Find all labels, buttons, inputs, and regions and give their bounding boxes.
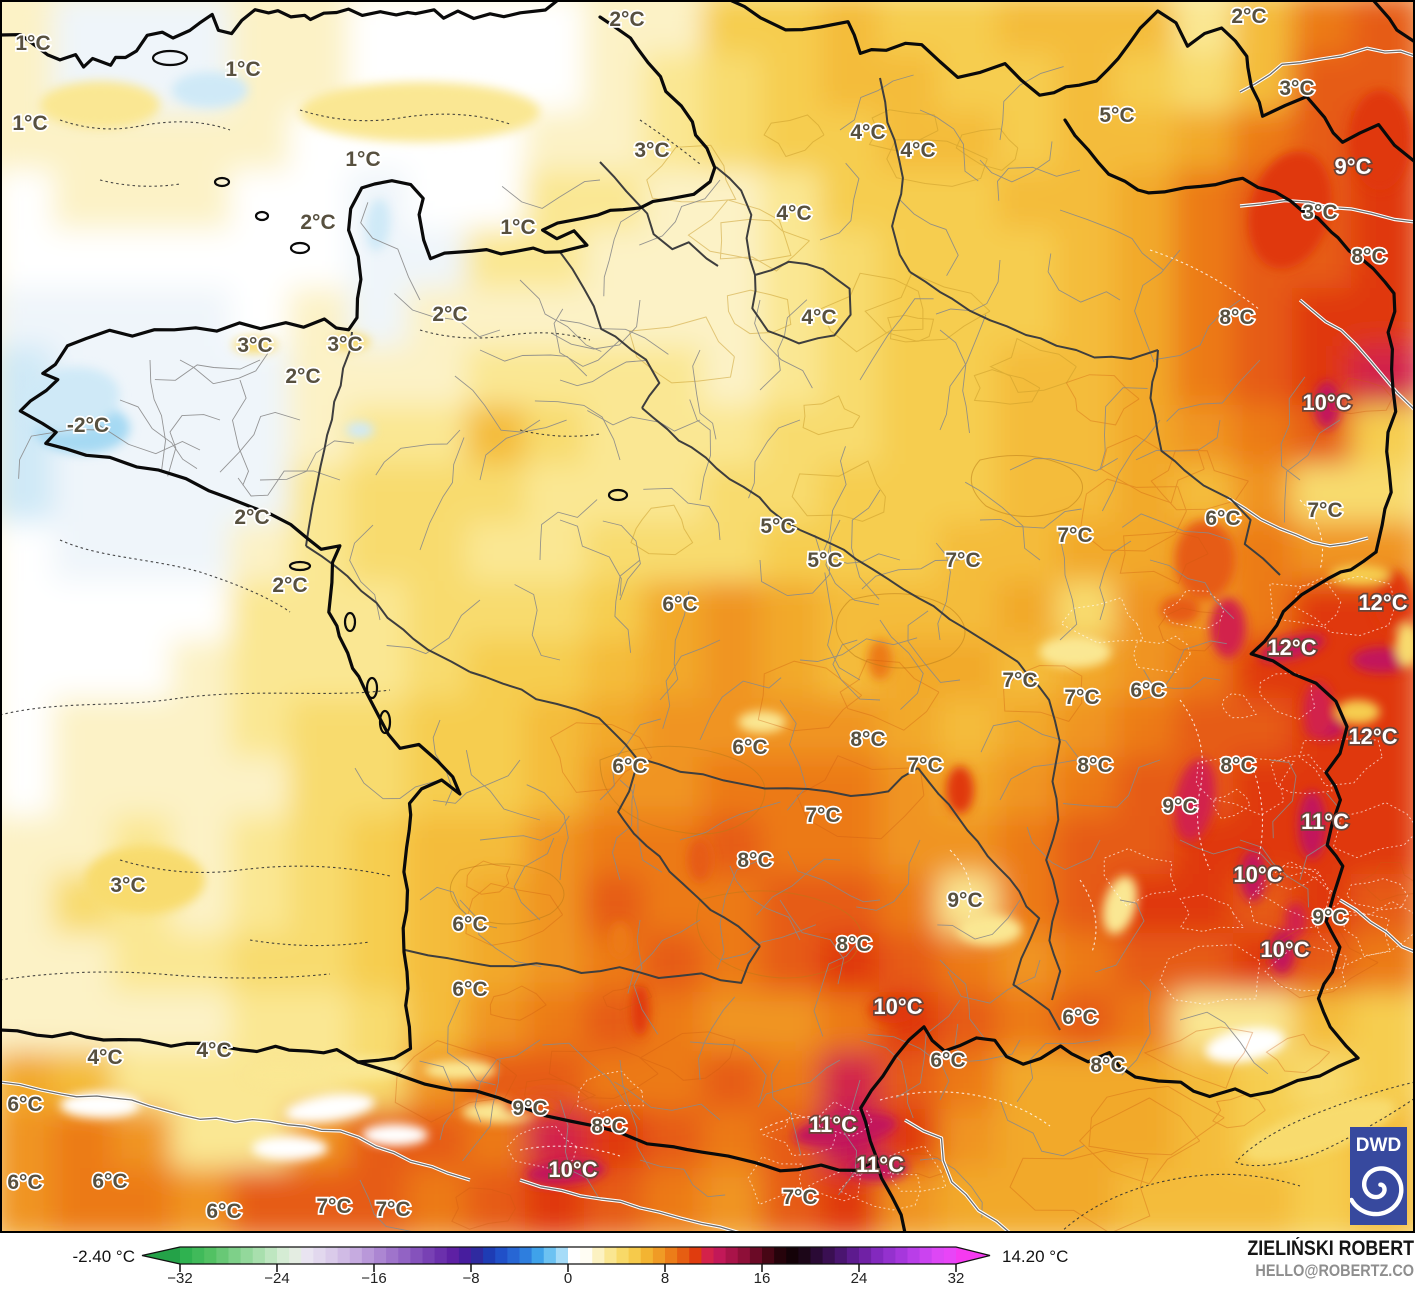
svg-text:8°C: 8°C xyxy=(1220,754,1255,777)
svg-text:8°C: 8°C xyxy=(836,933,871,956)
svg-text:5°C: 5°C xyxy=(807,549,842,572)
svg-text:3°C: 3°C xyxy=(1302,201,1337,224)
svg-text:DWD: DWD xyxy=(1356,1135,1401,1156)
svg-text:10°C: 10°C xyxy=(1260,937,1309,962)
svg-text:8°C: 8°C xyxy=(1077,754,1112,777)
svg-text:4°C: 4°C xyxy=(196,1039,231,1062)
svg-text:3°C: 3°C xyxy=(327,333,362,356)
svg-text:11°C: 11°C xyxy=(1301,809,1349,834)
svg-text:7°C: 7°C xyxy=(1307,499,1342,522)
svg-text:-2°C: -2°C xyxy=(67,414,109,437)
svg-text:3°C: 3°C xyxy=(237,334,272,357)
svg-text:9°C: 9°C xyxy=(1335,154,1372,179)
svg-text:7°C: 7°C xyxy=(945,549,980,572)
svg-text:5°C: 5°C xyxy=(760,515,795,538)
svg-text:7°C: 7°C xyxy=(782,1186,817,1209)
svg-text:-2.40 °C: -2.40 °C xyxy=(72,1247,135,1266)
svg-text:2°C: 2°C xyxy=(234,506,269,529)
svg-text:6°C: 6°C xyxy=(662,593,697,616)
svg-text:10°C: 10°C xyxy=(873,994,922,1019)
svg-text:6°C: 6°C xyxy=(7,1171,42,1194)
svg-text:6°C: 6°C xyxy=(1205,507,1240,530)
svg-text:7°C: 7°C xyxy=(375,1198,410,1221)
svg-text:8: 8 xyxy=(661,1270,669,1287)
svg-text:8°C: 8°C xyxy=(1090,1054,1125,1077)
svg-text:3°C: 3°C xyxy=(1279,77,1314,100)
svg-text:3°C: 3°C xyxy=(634,139,669,162)
svg-text:10°C: 10°C xyxy=(548,1157,597,1182)
svg-text:4°C: 4°C xyxy=(776,202,811,225)
svg-text:6°C: 6°C xyxy=(930,1049,965,1072)
svg-text:1°C: 1°C xyxy=(15,32,50,55)
svg-text:4°C: 4°C xyxy=(850,121,885,144)
svg-text:6°C: 6°C xyxy=(206,1200,241,1223)
svg-text:8°C: 8°C xyxy=(737,849,772,872)
svg-text:9°C: 9°C xyxy=(1162,795,1197,818)
svg-text:8°C: 8°C xyxy=(1219,306,1254,329)
svg-text:7°C: 7°C xyxy=(1064,686,1099,709)
svg-text:7°C: 7°C xyxy=(907,754,942,777)
svg-text:8°C: 8°C xyxy=(1351,245,1386,268)
svg-text:10°C: 10°C xyxy=(1233,862,1282,887)
svg-text:6°C: 6°C xyxy=(92,1170,127,1193)
svg-text:2°C: 2°C xyxy=(300,211,335,234)
svg-text:6°C: 6°C xyxy=(452,978,487,1001)
svg-text:1°C: 1°C xyxy=(500,216,535,239)
svg-text:16: 16 xyxy=(754,1270,771,1287)
svg-text:5°C: 5°C xyxy=(1099,104,1134,127)
svg-text:0: 0 xyxy=(564,1270,572,1287)
svg-text:−8: −8 xyxy=(462,1270,479,1287)
svg-text:2°C: 2°C xyxy=(272,574,307,597)
svg-text:8°C: 8°C xyxy=(850,728,885,751)
svg-text:10°C: 10°C xyxy=(1302,390,1351,415)
svg-text:7°C: 7°C xyxy=(1002,669,1037,692)
svg-text:6°C: 6°C xyxy=(7,1093,42,1116)
svg-text:32: 32 xyxy=(948,1270,965,1287)
svg-text:6°C: 6°C xyxy=(1130,679,1165,702)
svg-text:1°C: 1°C xyxy=(12,112,47,135)
svg-text:2°C: 2°C xyxy=(432,303,467,326)
svg-text:9°C: 9°C xyxy=(947,889,982,912)
svg-text:2°C: 2°C xyxy=(609,8,644,31)
svg-text:6°C: 6°C xyxy=(732,736,767,759)
svg-text:6°C: 6°C xyxy=(612,755,647,778)
svg-text:12°C: 12°C xyxy=(1348,724,1397,749)
svg-text:2°C: 2°C xyxy=(1231,5,1266,28)
svg-text:−24: −24 xyxy=(264,1270,289,1287)
svg-text:−32: −32 xyxy=(167,1270,192,1287)
svg-text:7°C: 7°C xyxy=(316,1195,351,1218)
svg-text:4°C: 4°C xyxy=(801,306,836,329)
svg-text:3°C: 3°C xyxy=(110,874,145,897)
svg-text:11°C: 11°C xyxy=(856,1152,904,1177)
svg-text:1°C: 1°C xyxy=(225,58,260,81)
svg-text:9°C: 9°C xyxy=(1312,906,1347,929)
svg-text:12°C: 12°C xyxy=(1358,590,1407,615)
svg-text:7°C: 7°C xyxy=(1057,524,1092,547)
svg-text:−16: −16 xyxy=(361,1270,386,1287)
svg-text:12°C: 12°C xyxy=(1267,635,1316,660)
svg-text:4°C: 4°C xyxy=(87,1046,122,1069)
svg-text:1°C: 1°C xyxy=(345,148,380,171)
svg-text:7°C: 7°C xyxy=(805,804,840,827)
svg-text:6°C: 6°C xyxy=(452,913,487,936)
svg-text:14.20 °C: 14.20 °C xyxy=(1002,1247,1068,1266)
svg-text:11°C: 11°C xyxy=(809,1112,857,1137)
svg-text:24: 24 xyxy=(851,1270,868,1287)
svg-text:8°C: 8°C xyxy=(591,1115,626,1138)
svg-text:2°C: 2°C xyxy=(285,365,320,388)
svg-text:9°C: 9°C xyxy=(512,1097,547,1120)
svg-text:6°C: 6°C xyxy=(1062,1006,1097,1029)
svg-text:4°C: 4°C xyxy=(900,139,935,162)
